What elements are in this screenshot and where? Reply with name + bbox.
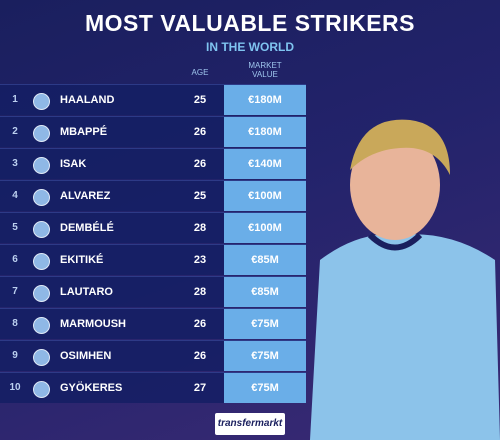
age: 25 <box>193 94 207 106</box>
jersey <box>310 234 500 440</box>
rank: 1 <box>12 94 18 105</box>
age: 28 <box>193 222 207 234</box>
player-name: MBAPPÉ <box>60 126 108 138</box>
player-name: HAALAND <box>60 94 115 106</box>
club-logo <box>33 221 50 238</box>
player-name: LAUTARO <box>60 286 113 298</box>
table-row: 3 ISAK 26 €140M <box>0 148 306 179</box>
player-name: GYÖKERES <box>60 382 123 394</box>
market-value: €100M <box>224 181 306 211</box>
market-value: €75M <box>224 341 306 371</box>
player-name: OSIMHEN <box>60 350 112 362</box>
age: 27 <box>193 382 207 394</box>
table-row: 10 GYÖKERES 27 €75M <box>0 372 306 403</box>
club-logo <box>33 253 50 270</box>
player-name: ALVAREZ <box>60 190 111 202</box>
club-logo <box>33 317 50 334</box>
collar <box>367 232 423 251</box>
table-row: 4 ALVAREZ 25 €100M <box>0 180 306 211</box>
club-logo <box>33 157 50 174</box>
club-logo <box>33 93 50 110</box>
column-header: AGE <box>191 68 209 77</box>
column-header: MARKET VALUE <box>248 61 282 79</box>
club-logo <box>33 125 50 142</box>
age: 25 <box>193 190 207 202</box>
rank: 10 <box>9 382 21 393</box>
table-row: 1 HAALAND 25 €180M <box>0 84 306 115</box>
table-row: 6 EKITIKÉ 23 €85M <box>0 244 306 275</box>
table-row: 2 MBAPPÉ 26 €180M <box>0 116 306 147</box>
face <box>350 130 440 240</box>
player-name: EKITIKÉ <box>60 254 104 266</box>
age: 23 <box>193 254 207 266</box>
rank: 6 <box>12 254 18 265</box>
age: 28 <box>193 286 207 298</box>
rank: 7 <box>12 286 18 297</box>
player-name: ISAK <box>60 158 87 170</box>
market-value: €75M <box>224 373 306 403</box>
market-value: €85M <box>224 245 306 275</box>
age: 26 <box>193 126 207 138</box>
player-name: MARMOUSH <box>60 318 126 330</box>
title: MOST VALUABLE STRIKERS <box>84 10 416 36</box>
rank: 9 <box>12 350 18 361</box>
player-photo <box>310 119 500 440</box>
age: 26 <box>193 350 207 362</box>
club-logo <box>33 349 50 366</box>
market-value: €85M <box>224 277 306 307</box>
club-logo <box>33 285 50 302</box>
age: 26 <box>193 318 207 330</box>
club-logo <box>33 189 50 206</box>
hair <box>350 119 450 175</box>
rank: 8 <box>12 318 18 329</box>
market-value: €75M <box>224 309 306 339</box>
age: 26 <box>193 158 207 170</box>
brand-logo: transfermarkt <box>215 413 285 435</box>
rank: 3 <box>12 158 18 169</box>
table-row: 7 LAUTARO 28 €85M <box>0 276 306 307</box>
rank: 4 <box>12 190 18 201</box>
subtitle: IN THE WORLD <box>206 40 294 54</box>
rank: 2 <box>12 126 18 137</box>
market-value: €100M <box>224 213 306 243</box>
market-value: €180M <box>224 117 306 147</box>
market-value: €180M <box>224 85 306 115</box>
player-name: DEMBÉLÉ <box>60 222 114 234</box>
club-logo <box>33 381 50 398</box>
table-row: 5 DEMBÉLÉ 28 €100M <box>0 212 306 243</box>
rank: 5 <box>12 222 18 233</box>
table-row: 9 OSIMHEN 26 €75M <box>0 340 306 371</box>
market-value: €140M <box>224 149 306 179</box>
table-row: 8 MARMOUSH 26 €75M <box>0 308 306 339</box>
